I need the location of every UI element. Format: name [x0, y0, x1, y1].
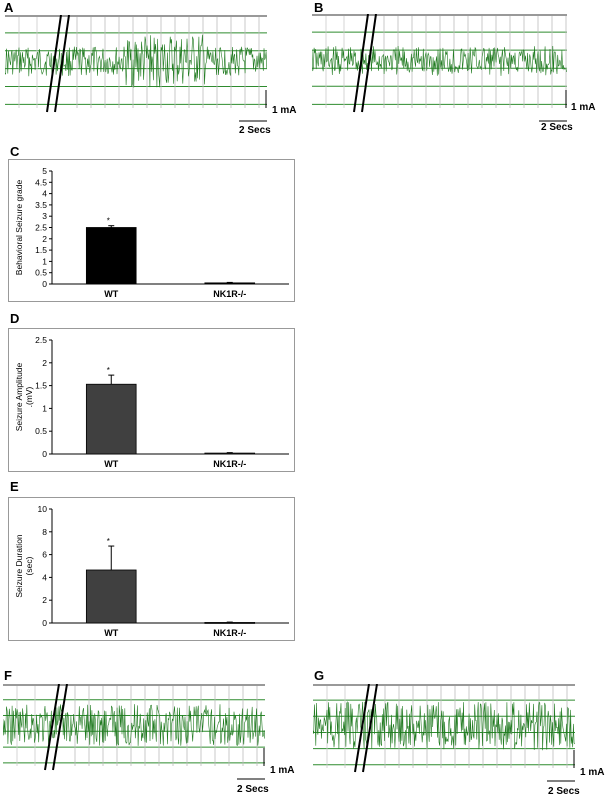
trace-break-mark [46, 15, 62, 113]
y-tick-label: 4 [42, 189, 47, 199]
eeg-trace-panel-b [312, 14, 567, 122]
time-scale-label: 2 Secs [239, 125, 271, 136]
bar-chart-e-seizure-duration: 0 2 4 6 8 10 Seizure Duration (sec) * WT NK1R-/- [8, 497, 295, 641]
time-scale-label: 2 Secs [237, 784, 269, 795]
chart-frame [8, 159, 295, 302]
bar-chart-d-seizure-amplitude: 0 0.5 1 1.5 2 2.5 Seizure Amplitude .(mV) * WT NK1… [8, 328, 295, 472]
trace-break-mark [52, 684, 68, 771]
y-tick-label: 2 [42, 358, 47, 368]
y-axis-label: Seizure Amplitude [14, 362, 24, 431]
y-axis-label: Behavioral Seizure grade [14, 180, 24, 276]
significance-marker: * [107, 366, 110, 375]
time-scale-label: 2 Secs [548, 786, 580, 797]
eeg-trace-panel-a [5, 15, 267, 122]
y-tick-label: 0.5 [35, 268, 47, 278]
bar-nk1r- [204, 452, 256, 455]
bar-wt [85, 227, 137, 285]
eeg-waveform [5, 34, 267, 88]
eeg-waveform [313, 701, 575, 751]
x-category-label: WT [104, 459, 118, 469]
significance-marker: * [107, 537, 110, 546]
panel-label-b: B [314, 0, 324, 15]
bar-chart-c-seizure-grade: 00.5 11.522.5 33.54 4.55 Behavioral Seizure … [8, 159, 295, 302]
panel-label-f: F [4, 668, 12, 683]
trace-break-mark [353, 14, 369, 113]
y-tick-label: 3.5 [35, 200, 47, 210]
x-category-label: NK1R-/- [213, 459, 246, 469]
y-tick-label: 2 [42, 595, 47, 605]
bar-wt [85, 383, 137, 455]
trace-break-mark [44, 684, 60, 771]
eeg-waveform [3, 704, 265, 746]
y-tick-label: 6 [42, 550, 47, 560]
y-tick-label: 8 [42, 527, 47, 537]
eeg-trace-panel-f [3, 684, 265, 780]
y-tick-label: 1.5 [35, 245, 47, 255]
eeg-trace-panel-g [313, 684, 575, 782]
y-tick-label: 0 [42, 279, 47, 289]
y-axis-label: (sec) [24, 556, 34, 575]
chart-frame [8, 328, 295, 472]
bar-wt [85, 569, 137, 624]
panel-label-g: G [314, 668, 325, 683]
panel-label-a: A [4, 0, 14, 15]
y-tick-label: 3 [42, 211, 47, 221]
panel-label-e: E [10, 479, 19, 494]
y-tick-label: 0 [42, 618, 47, 628]
y-tick-label: 2.5 [35, 335, 47, 345]
y-tick-label: 0.5 [35, 426, 47, 436]
y-tick-label: 4.5 [35, 177, 47, 187]
y-tick-label: 1 [42, 403, 47, 413]
x-category-label: WT [104, 628, 118, 638]
eeg-waveform [312, 45, 567, 76]
y-tick-label: 5 [42, 166, 47, 176]
y-tick-label: 0 [42, 449, 47, 459]
panel-label-d: D [10, 311, 20, 326]
y-tick-label: 2.5 [35, 223, 47, 233]
amplitude-scale-label: 1 mA [272, 105, 297, 116]
trace-break-mark [361, 14, 377, 113]
x-category-label: NK1R-/- [213, 628, 246, 638]
trace-break-mark [54, 15, 70, 113]
y-axis-label: Seizure Duration [14, 534, 24, 598]
amplitude-scale-label: 1 mA [270, 765, 295, 776]
trace-break-mark [362, 684, 378, 773]
x-category-label: WT [104, 289, 118, 299]
time-scale-label: 2 Secs [541, 122, 573, 133]
y-tick-label: 4 [42, 572, 47, 582]
y-tick-label: 1.5 [35, 381, 47, 391]
y-tick-label: 2 [42, 234, 47, 244]
significance-marker: * [107, 217, 110, 226]
chart-frame [8, 497, 295, 641]
trace-break-mark [354, 684, 370, 773]
y-tick-label: 10 [38, 504, 48, 514]
bar-nk1r- [204, 282, 256, 285]
y-axis-label: .(mV) [24, 386, 34, 407]
y-tick-label: 1 [42, 256, 47, 266]
x-category-label: NK1R-/- [213, 289, 246, 299]
amplitude-scale-label: 1 mA [571, 102, 596, 113]
amplitude-scale-label: 1 mA [580, 767, 605, 778]
panel-label-c: C [10, 144, 20, 159]
